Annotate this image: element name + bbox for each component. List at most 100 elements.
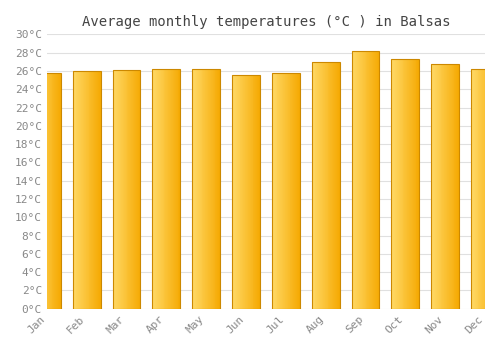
Bar	[159, 69, 160, 309]
Bar	[296, 73, 297, 309]
Bar	[438, 64, 440, 309]
Bar	[442, 64, 444, 309]
Bar	[486, 69, 487, 309]
Bar	[330, 62, 332, 309]
Bar	[446, 64, 447, 309]
Bar	[73, 71, 101, 309]
Bar	[219, 69, 220, 309]
Bar	[259, 75, 260, 309]
Bar	[328, 62, 330, 309]
Bar	[123, 70, 124, 309]
Bar	[435, 64, 436, 309]
Bar	[206, 69, 207, 309]
Bar	[292, 73, 294, 309]
Bar	[436, 64, 437, 309]
Bar	[131, 70, 132, 309]
Bar	[312, 62, 314, 309]
Bar	[404, 59, 406, 309]
Bar	[449, 64, 450, 309]
Bar	[164, 69, 166, 309]
Bar	[114, 70, 116, 309]
Bar	[34, 73, 35, 309]
Bar	[233, 75, 234, 309]
Bar	[92, 71, 93, 309]
Bar	[78, 71, 80, 309]
Bar	[256, 75, 257, 309]
Bar	[373, 51, 374, 309]
Bar	[121, 70, 122, 309]
Bar	[80, 71, 81, 309]
Bar	[157, 69, 158, 309]
Bar	[73, 71, 74, 309]
Bar	[402, 59, 404, 309]
Bar	[81, 71, 82, 309]
Bar	[168, 69, 169, 309]
Bar	[174, 69, 176, 309]
Bar	[96, 71, 97, 309]
Bar	[124, 70, 126, 309]
Bar	[392, 59, 394, 309]
Bar	[218, 69, 219, 309]
Bar	[288, 73, 290, 309]
Bar	[444, 64, 445, 309]
Bar	[362, 51, 364, 309]
Bar	[356, 51, 357, 309]
Bar	[152, 69, 180, 309]
Bar	[318, 62, 319, 309]
Bar	[411, 59, 412, 309]
Bar	[322, 62, 323, 309]
Bar	[287, 73, 288, 309]
Bar	[495, 69, 496, 309]
Bar	[160, 69, 161, 309]
Bar	[397, 59, 398, 309]
Bar	[284, 73, 285, 309]
Bar	[361, 51, 362, 309]
Bar	[136, 70, 138, 309]
Bar	[242, 75, 243, 309]
Bar	[494, 69, 495, 309]
Bar	[320, 62, 321, 309]
Bar	[192, 69, 220, 309]
Bar	[116, 70, 117, 309]
Bar	[169, 69, 170, 309]
Bar	[432, 64, 433, 309]
Bar	[392, 59, 419, 309]
Bar	[235, 75, 236, 309]
Bar	[243, 75, 244, 309]
Bar	[471, 69, 499, 309]
Bar	[194, 69, 195, 309]
Bar	[283, 73, 284, 309]
Bar	[484, 69, 485, 309]
Bar	[192, 69, 193, 309]
Bar	[454, 64, 456, 309]
Bar	[154, 69, 155, 309]
Bar	[399, 59, 400, 309]
Bar	[370, 51, 371, 309]
Bar	[352, 51, 354, 309]
Bar	[59, 73, 60, 309]
Bar	[490, 69, 492, 309]
Bar	[33, 73, 34, 309]
Bar	[406, 59, 407, 309]
Bar	[434, 64, 435, 309]
Bar	[98, 71, 99, 309]
Bar	[93, 71, 94, 309]
Bar	[407, 59, 408, 309]
Bar	[166, 69, 168, 309]
Bar	[372, 51, 373, 309]
Bar	[58, 73, 59, 309]
Bar	[210, 69, 211, 309]
Bar	[40, 73, 42, 309]
Bar	[156, 69, 157, 309]
Bar	[412, 59, 413, 309]
Bar	[50, 73, 51, 309]
Bar	[496, 69, 497, 309]
Bar	[488, 69, 490, 309]
Bar	[250, 75, 252, 309]
Bar	[257, 75, 258, 309]
Bar	[43, 73, 44, 309]
Bar	[112, 70, 114, 309]
Bar	[319, 62, 320, 309]
Bar	[437, 64, 438, 309]
Bar	[94, 71, 95, 309]
